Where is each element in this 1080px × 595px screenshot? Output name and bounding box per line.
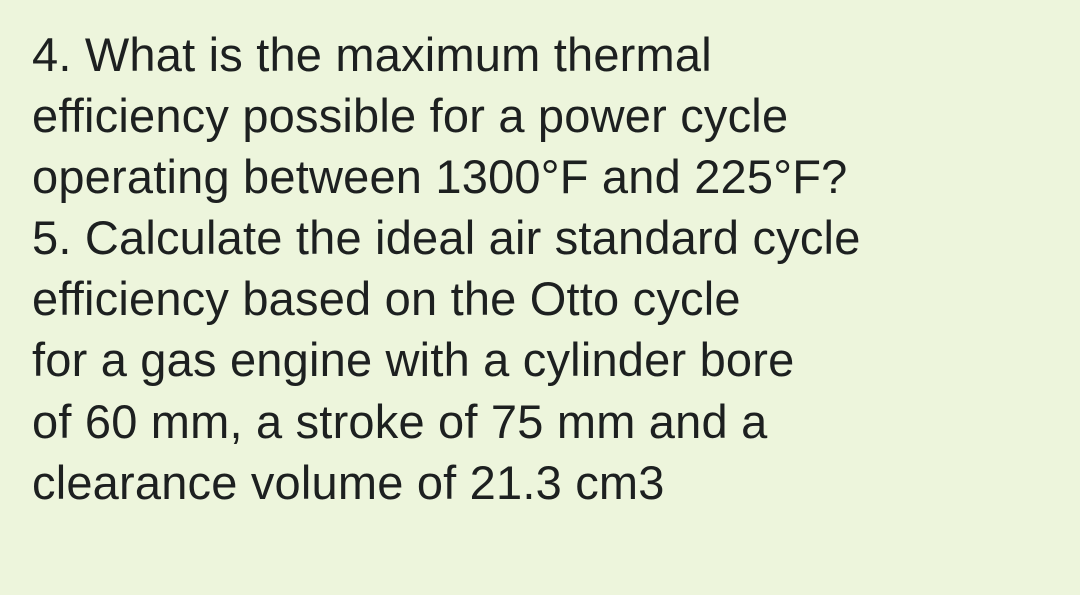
- line-6: for a gas engine with a cylinder bore: [32, 329, 1050, 390]
- line-4: 5. Calculate the ideal air standard cycl…: [32, 207, 1050, 268]
- line-2: efficiency possible for a power cycle: [32, 85, 1050, 146]
- line-5: efficiency based on the Otto cycle: [32, 268, 1050, 329]
- line-8: clearance volume of 21.3 cm3: [32, 452, 1050, 513]
- line-3: operating between 1300°F and 225°F?: [32, 146, 1050, 207]
- line-1: 4. What is the maximum thermal: [32, 24, 1050, 85]
- question-text-block: 4. What is the maximum thermal efficienc…: [32, 24, 1050, 513]
- line-7: of 60 mm, a stroke of 75 mm and a: [32, 391, 1050, 452]
